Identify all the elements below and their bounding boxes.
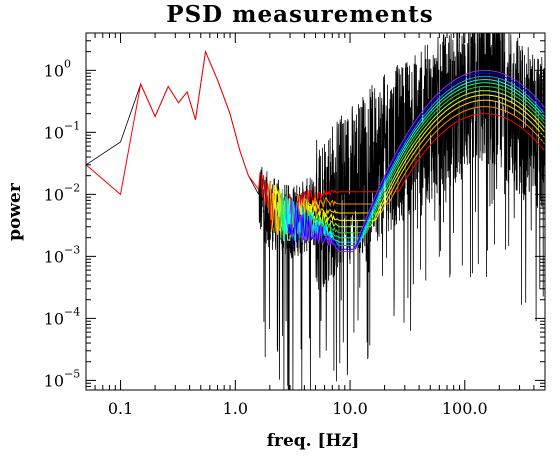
y-tick-base: 10	[44, 371, 64, 390]
y-tick-label: 10 0	[44, 57, 71, 80]
x-tick-label: 0.1	[108, 399, 133, 418]
y-tick-label: 10 −5	[44, 367, 81, 390]
low-freq-fit-line	[85, 49, 260, 196]
fit-curve-3	[273, 94, 546, 239]
fit-curve-2	[270, 99, 546, 238]
fit-curve-8	[285, 75, 546, 246]
y-tick-exponent: −5	[64, 367, 80, 380]
y-axis-label: power	[5, 182, 25, 241]
fit-curve-9	[287, 72, 546, 250]
y-tick-label: 10 −4	[44, 305, 81, 328]
data-layer	[85, 32, 546, 391]
x-axis-label: freq. [Hz]	[267, 431, 360, 451]
y-tick-label: 10 −2	[44, 181, 81, 204]
y-tick-exponent: −2	[64, 181, 80, 194]
plot-frame	[85, 32, 546, 391]
y-tick-base: 10	[44, 247, 64, 266]
fit-curve-0	[258, 113, 546, 232]
y-tick-base: 10	[44, 185, 64, 204]
x-tick-label: 100.0	[442, 399, 488, 418]
y-tick-exponent: −4	[64, 305, 80, 318]
x-tick-label: 1.0	[223, 399, 248, 418]
chart-title: PSD measurements	[166, 1, 433, 28]
y-tick-label: 10 −3	[44, 243, 81, 266]
y-tick-base: 10	[44, 61, 64, 80]
fit-curve-10	[289, 69, 546, 252]
y-tick-exponent: 0	[64, 57, 71, 70]
y-tick-base: 10	[44, 123, 64, 142]
y-tick-exponent: −1	[64, 119, 80, 132]
x-tick-label: 10.0	[332, 399, 368, 418]
y-tick-base: 10	[44, 309, 64, 328]
y-tick-exponent: −3	[64, 243, 80, 256]
fit-curve-4	[275, 90, 546, 242]
fit-curve-7	[283, 79, 546, 243]
y-tick-label: 10 −1	[44, 119, 81, 142]
